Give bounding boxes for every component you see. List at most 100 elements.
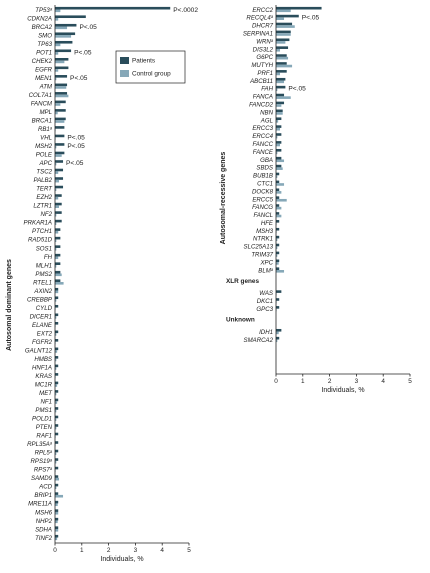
x-tick-label: 0 — [274, 378, 278, 385]
bar-control — [55, 520, 58, 524]
gene-label: HMBS — [34, 356, 52, 363]
gene-label: RAF1 — [36, 433, 52, 440]
bar-control — [55, 333, 57, 336]
gene-label: RPL35Aᵃ — [27, 441, 53, 448]
significance-label: P<.0002 — [173, 7, 198, 14]
x-tick-label: 4 — [160, 547, 164, 554]
gene-label: ATM — [39, 83, 53, 90]
gene-label: FANCL — [253, 212, 273, 219]
section-title: Unknown — [226, 317, 255, 324]
gene-label: NF1 — [40, 399, 52, 406]
bar-patients — [55, 236, 61, 240]
bar-control — [55, 392, 57, 396]
gene-label: RAD51D — [28, 237, 53, 244]
bar-patients — [276, 212, 280, 215]
gene-label: BRIP1 — [34, 492, 52, 499]
bar-control — [55, 299, 57, 302]
bar-control — [55, 145, 57, 149]
bar-patients — [55, 168, 64, 172]
gene-label: CTC1 — [257, 180, 273, 187]
bar-control — [276, 17, 285, 20]
gene-label: AGL — [260, 117, 273, 124]
bar-patients — [276, 14, 299, 18]
bar-patients — [276, 62, 287, 65]
significance-label: P<.05 — [70, 75, 88, 82]
gene-label: GBA — [260, 157, 273, 164]
x-tick-label: 5 — [187, 547, 191, 554]
gene-label: POLD1 — [32, 416, 52, 423]
gene-label: TSC2 — [36, 169, 52, 176]
bar-patients — [276, 22, 293, 26]
significance-label: P<.05 — [288, 86, 306, 93]
gene-label: EXT2 — [37, 330, 53, 337]
bar-patients — [55, 262, 61, 265]
gene-label: DIS3L2 — [253, 46, 274, 53]
bar-control — [55, 494, 64, 498]
bar-patients — [276, 251, 280, 255]
legend: Patients Control group — [115, 50, 186, 84]
gene-label: SAMD9 — [31, 475, 53, 482]
x-tick-label: 1 — [80, 547, 84, 554]
x-tick-label: 2 — [107, 547, 111, 554]
bar-control — [276, 183, 285, 186]
bar-patients — [276, 188, 280, 192]
bar-patients — [55, 6, 171, 10]
bar-patients — [55, 160, 64, 163]
bar-control — [55, 154, 62, 157]
bar-patients — [55, 100, 66, 104]
bar-control — [276, 159, 285, 163]
gene-label: ACD — [38, 484, 52, 491]
gene-label: CDKN2A — [27, 15, 52, 22]
bar-control — [55, 290, 59, 294]
bar-patients — [276, 46, 289, 49]
gene-label: XPC — [259, 259, 273, 266]
bar-patients — [55, 517, 59, 521]
gene-label: PMS2 — [35, 271, 52, 278]
bar-patients — [276, 243, 280, 247]
x-tick-label: 2 — [328, 378, 332, 385]
gene-label: SERPINA1 — [243, 30, 273, 37]
bar-control — [55, 426, 57, 430]
bar-control — [55, 171, 59, 174]
gene-label: MLH1 — [36, 262, 52, 269]
bar-control — [55, 486, 57, 490]
gene-label: PMS1 — [35, 407, 52, 414]
gene-label: RPL5ᵃ — [35, 450, 53, 457]
gene-label: MUTYH — [251, 62, 273, 69]
bar-patients — [276, 328, 282, 332]
gene-label: DKC1 — [257, 298, 273, 305]
legend-label-patients: Patients — [132, 58, 155, 65]
bar-control — [276, 48, 281, 52]
gene-label: FANCD2 — [249, 102, 274, 109]
bar-patients — [276, 196, 280, 199]
bar-control — [276, 56, 289, 60]
gene-label: WAS — [259, 290, 273, 297]
bar-patients — [276, 336, 280, 340]
bar-patients — [55, 134, 65, 138]
bar-control — [55, 52, 59, 55]
gene-label: HNF1A — [32, 364, 52, 371]
gene-label: ERCC5 — [252, 196, 273, 203]
gene-label: BLMᵃ — [258, 267, 274, 274]
gene-label: ABCB11 — [249, 78, 273, 85]
gene-label: FAH — [261, 86, 273, 93]
gene-label: RECQL4ᵃ — [246, 15, 273, 22]
bar-control — [276, 167, 283, 170]
bar-patients — [55, 117, 66, 121]
legend-label-control: Control group — [132, 71, 171, 78]
bar-control — [55, 350, 58, 353]
bar-patients — [55, 83, 68, 87]
bar-control — [55, 179, 60, 183]
bar-patients — [276, 180, 280, 184]
bar-patients — [55, 219, 62, 223]
bar-patients — [55, 466, 59, 470]
bar-patients — [55, 526, 59, 529]
bar-patients — [55, 424, 59, 427]
gene-label: COL7A1 — [29, 92, 52, 99]
bar-patients — [55, 296, 59, 300]
bar-control — [276, 262, 279, 265]
bar-control — [276, 80, 285, 84]
gene-label: FANCG — [252, 204, 273, 211]
bar-control — [55, 188, 57, 191]
